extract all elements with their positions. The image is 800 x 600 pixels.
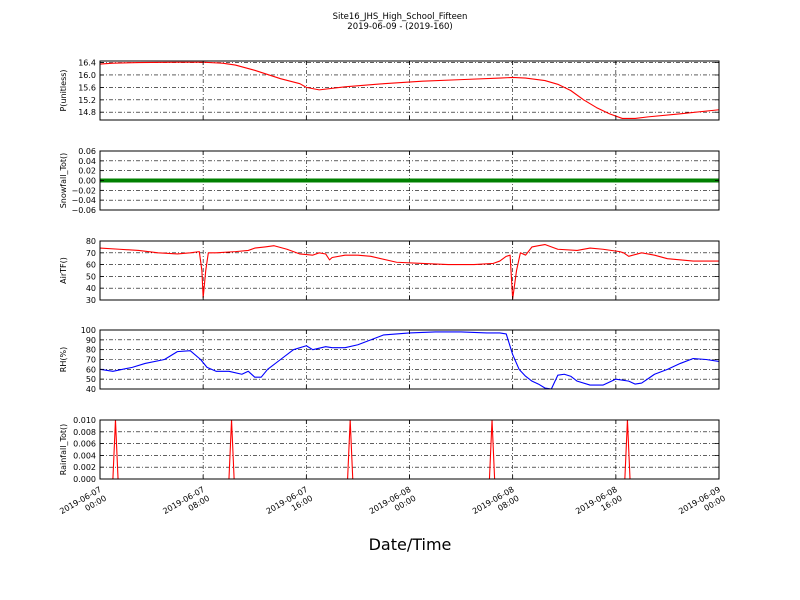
series-line-panel-3: [99, 243, 719, 300]
series-line-panel-4: [99, 331, 720, 390]
y-axis-label-panel-4: RH(%): [59, 347, 68, 372]
y-tick-label: 0.000: [73, 475, 96, 484]
y-tick-label: 30: [86, 296, 96, 305]
y-tick-label: 15.2: [78, 96, 96, 105]
y-tick-label: 60: [86, 261, 96, 270]
y-tick-label: 0.00: [78, 177, 96, 186]
x-tick-label: 2019-06-0800:00: [368, 485, 418, 525]
y-tick-label: 70: [86, 249, 96, 258]
y-tick-label: 0.004: [73, 451, 96, 460]
y-tick-label: 14.8: [78, 108, 96, 117]
y-tick-label: −0.06: [71, 206, 96, 215]
y-tick-label: 0.010: [73, 416, 96, 425]
y-tick-label: 0.06: [78, 147, 96, 156]
y-tick-label: 100: [81, 326, 96, 335]
x-tick-label: 2019-06-0816:00: [574, 485, 624, 525]
chart-title: Site16_JHS_High_School_Fifteen: [333, 12, 468, 22]
y-tick-label: 70: [86, 356, 96, 365]
y-axis-label-panel-2: Snowfall_Tot(): [59, 153, 68, 209]
y-tick-label: −0.02: [71, 186, 96, 195]
x-axis-label: Date/Time: [369, 535, 452, 554]
y-tick-label: 0.02: [78, 167, 96, 176]
y-tick-label: 80: [86, 346, 96, 355]
chart-subtitle: 2019-06-09 - (2019-160): [347, 22, 452, 32]
y-tick-label: 90: [86, 336, 96, 345]
y-tick-label: 60: [86, 365, 96, 374]
y-tick-label: 0.008: [73, 428, 96, 437]
y-tick-label: 0.04: [78, 157, 96, 166]
x-tick-label: 2019-06-0708:00: [161, 485, 211, 525]
y-tick-label: 0.006: [73, 440, 96, 449]
y-tick-label: 50: [86, 375, 96, 384]
y-tick-label: 50: [86, 272, 96, 281]
y-tick-label: 40: [86, 385, 96, 394]
y-tick-label: 80: [86, 237, 96, 246]
series-line-panel-1: [99, 61, 720, 119]
x-tick-label: 2019-06-0716:00: [265, 485, 315, 525]
y-tick-label: 16.4: [78, 59, 96, 68]
y-tick-label: 16.0: [78, 71, 96, 80]
y-tick-label: 40: [86, 284, 96, 293]
y-axis-label-panel-5: Rainfall_Tot(): [59, 424, 68, 476]
y-tick-label: 0.002: [73, 463, 96, 472]
y-tick-label: 15.6: [78, 83, 96, 92]
y-axis-label-panel-1: P(unitless): [59, 69, 68, 111]
x-tick-label: 2019-06-0808:00: [471, 485, 521, 525]
x-tick-label: 2019-06-0700:00: [58, 485, 108, 525]
x-tick-label: 2019-06-0900:00: [677, 485, 727, 525]
y-tick-label: −0.04: [71, 196, 96, 205]
y-axis-label-panel-3: AirTF(): [59, 257, 68, 284]
